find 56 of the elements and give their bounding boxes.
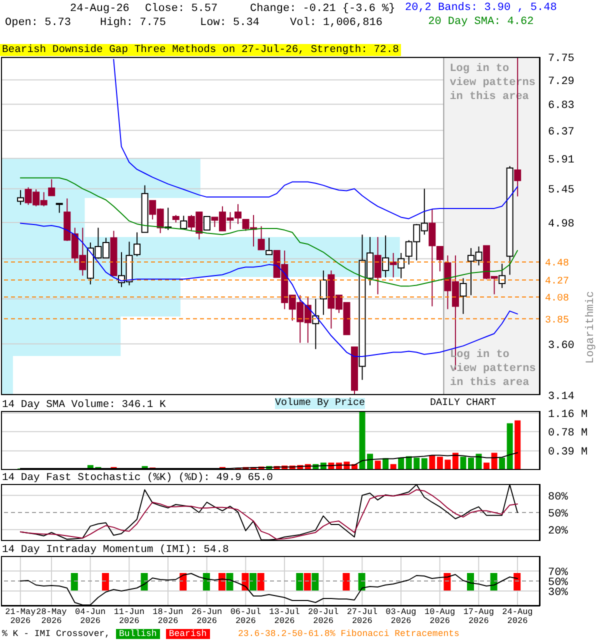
x-tick-label: 27-Jul 2026 [346, 607, 378, 626]
text: Bullish [116, 629, 160, 639]
text: 24-Aug-26 [70, 3, 130, 15]
y-tick-label: 3.14 [548, 390, 575, 403]
x-tick-label: 20-Jul 2026 [308, 607, 339, 626]
text: Low: 5.34 [200, 17, 260, 29]
text: Bearish [166, 629, 210, 639]
legend-title: % K - IMI Crossover, [2, 629, 110, 639]
text: High: 7.75 [100, 17, 166, 29]
y-tick-label: 1.16 M [548, 408, 588, 421]
chart-title: 14 Day Intraday Momentum (IMI): 54.8 [1, 544, 230, 556]
x-tick-label: 21-May 2026 [5, 607, 36, 626]
y-tick-label: 0.78 M [548, 428, 588, 440]
text: 20,2 Bands: 3.90 , 5.48 [405, 2, 557, 14]
y-tick-label: 6.83 [548, 100, 574, 112]
chart-title: 14 Day SMA Volume: 346.1 K [1, 399, 167, 411]
text: DAILY CHART [430, 398, 496, 409]
x-tick-label: 11-Jun 2026 [114, 607, 144, 626]
chart-title: Bearish Downside Gap Three Methods on 27-Jul-26, Strength: 72.8 [0, 44, 401, 56]
y-tick-label: 7.75 [548, 52, 574, 65]
x-tick-label: 24-Aug 2026 [502, 607, 533, 626]
x-tick-label: 28-May 2026 [36, 607, 67, 626]
y-tick-label: 50% [548, 576, 568, 589]
y-tick-label: 70% [548, 566, 568, 579]
y-tick-label: 30% [548, 586, 568, 599]
y-axis-title: Logarithmic [585, 291, 597, 364]
text: 23.6-38.2-50-61.8% Fibonacci Retracements [238, 629, 460, 639]
y-tick-label: 0.39 M [548, 446, 588, 459]
x-tick-label: 26-Jun 2026 [192, 607, 222, 626]
y-tick-label: 5.45 [548, 184, 574, 197]
ref-line-label: 4.08 [545, 294, 570, 305]
x-tick-label: 13-Jul 2026 [269, 607, 300, 626]
text: Change: -0.21 {-3.6 %} [250, 3, 396, 15]
x-tick-label: 03-Aug 2026 [386, 607, 416, 626]
x-tick-label: 18-Jun 2026 [152, 607, 184, 626]
chart-title: 14 Day Fast Stochastic (%K) (%D): 49.9 65.0 [1, 472, 274, 484]
ref-line-label: 3.85 [545, 315, 570, 326]
x-tick-label: 10-Aug 2026 [424, 607, 456, 626]
ref-line-label: 4.48 [545, 258, 570, 270]
y-tick-label: 20% [548, 526, 568, 538]
x-tick-label: 06-Jul 2026 [230, 607, 261, 626]
y-tick-label: 80% [548, 491, 568, 504]
y-tick-label: 7.29 [548, 76, 574, 88]
y-tick-label: 5.91 [548, 154, 575, 166]
x-tick-label: 04-Jun 2026 [75, 607, 106, 626]
text: Vol: 1,006,816 [290, 17, 382, 29]
y-tick-label: 50% [548, 508, 568, 520]
y-tick-label: 6.37 [548, 126, 574, 138]
y-tick-label: 4.98 [548, 218, 574, 230]
y-tick-label: 3.60 [548, 340, 574, 352]
ref-line-label: 4.27 [545, 276, 570, 288]
text: 20 Day SMA: 4.62 [428, 16, 534, 28]
x-tick-label: 17-Aug 2026 [463, 607, 494, 626]
text: Open: 5.73 [5, 17, 72, 29]
text: Close: 5.57 [145, 3, 218, 15]
text: Volume By Price [275, 398, 366, 409]
